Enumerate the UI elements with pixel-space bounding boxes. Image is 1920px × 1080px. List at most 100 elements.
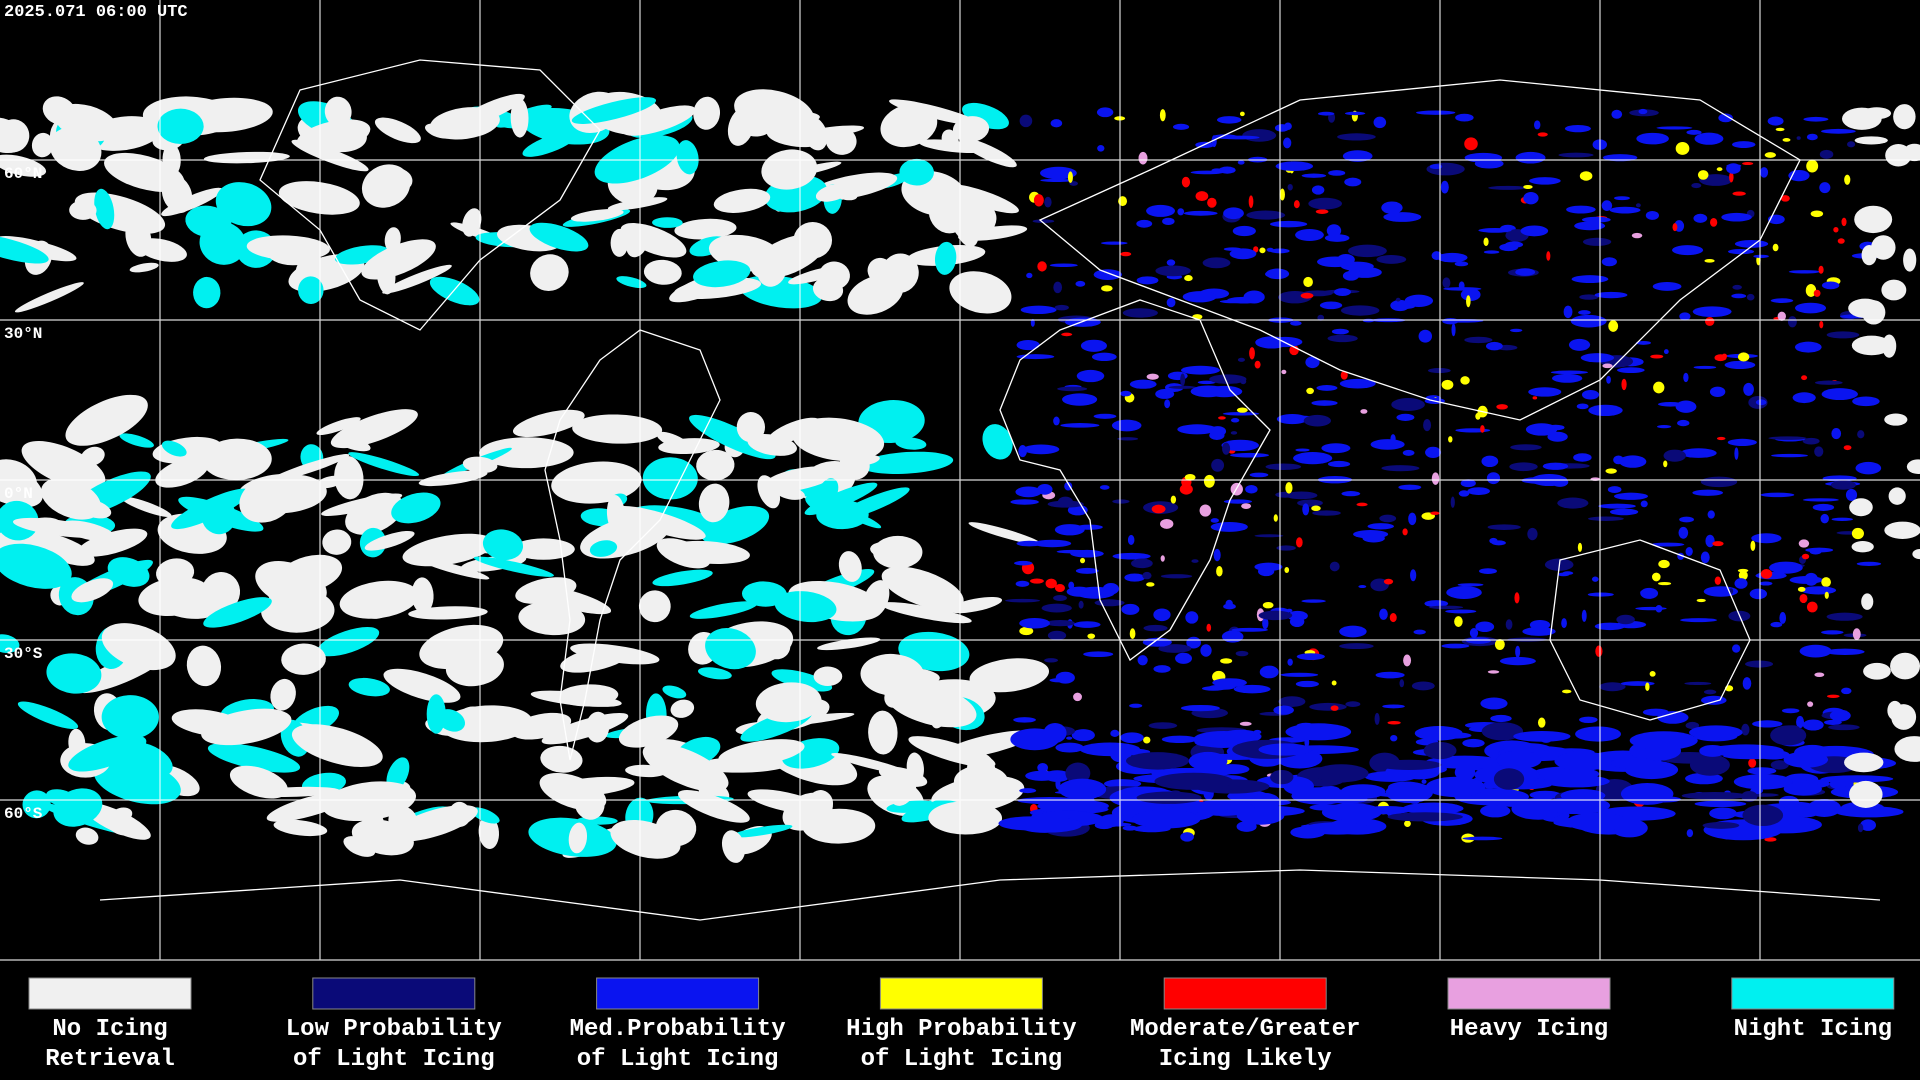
icing-patch bbox=[1330, 705, 1339, 711]
icing-patch bbox=[1680, 618, 1718, 623]
icing-patch bbox=[1629, 731, 1698, 750]
cloud bbox=[408, 606, 488, 620]
cloud bbox=[298, 276, 324, 304]
cloud bbox=[940, 730, 1034, 759]
icing-patch bbox=[1705, 317, 1715, 326]
icing-patch bbox=[1732, 644, 1741, 653]
icing-patch bbox=[1751, 533, 1782, 544]
icing-patch bbox=[1807, 701, 1814, 707]
icing-patch bbox=[1588, 404, 1623, 416]
cloud bbox=[918, 139, 985, 153]
icing-patch bbox=[1546, 251, 1551, 261]
icing-patch bbox=[1797, 586, 1806, 592]
cloud bbox=[731, 824, 793, 838]
cloud bbox=[656, 538, 711, 569]
icing-patch bbox=[1537, 717, 1546, 728]
icing-patch bbox=[1509, 462, 1538, 472]
icing-patch bbox=[1060, 423, 1100, 428]
cloud bbox=[589, 540, 618, 557]
icing-patch bbox=[1857, 823, 1864, 833]
icing-patch bbox=[1759, 581, 1773, 586]
icing-patch bbox=[1096, 107, 1114, 118]
icing-patch bbox=[1129, 628, 1136, 639]
cloud bbox=[895, 437, 927, 450]
icing-patch bbox=[1275, 491, 1296, 498]
icing-patch bbox=[1756, 749, 1790, 760]
cloud bbox=[693, 96, 721, 130]
icing-patch bbox=[1557, 497, 1589, 509]
icing-patch bbox=[1499, 656, 1536, 666]
icing-patch bbox=[1327, 334, 1358, 343]
icing-patch bbox=[1087, 633, 1096, 639]
icing-patch bbox=[1837, 238, 1845, 244]
cloud bbox=[207, 743, 301, 773]
cloud bbox=[71, 578, 114, 603]
icing-patch bbox=[1283, 777, 1314, 795]
icing-patch bbox=[1239, 111, 1245, 117]
icing-patch bbox=[1153, 608, 1171, 622]
icing-patch bbox=[1099, 485, 1110, 490]
icing-patch bbox=[1356, 502, 1368, 507]
icing-patch bbox=[1458, 281, 1465, 290]
icing-patch bbox=[1821, 577, 1831, 588]
icing-patch bbox=[1339, 643, 1374, 650]
icing-patch bbox=[1122, 308, 1158, 318]
icing-patch bbox=[1236, 821, 1257, 832]
cloud bbox=[511, 712, 572, 740]
icing-patch bbox=[1334, 288, 1351, 296]
icing-patch bbox=[1742, 804, 1784, 827]
cloud bbox=[364, 530, 415, 551]
cloud bbox=[203, 597, 272, 628]
icing-patch bbox=[1649, 671, 1656, 677]
cloud bbox=[570, 643, 660, 665]
icing-patch bbox=[1155, 389, 1175, 399]
icing-patch bbox=[1726, 164, 1742, 168]
icing-patch bbox=[1136, 276, 1159, 285]
cloud bbox=[1882, 334, 1897, 358]
icing-patch bbox=[1534, 120, 1541, 130]
icing-patch bbox=[1303, 276, 1313, 288]
icing-patch bbox=[1295, 680, 1319, 688]
icing-patch bbox=[1315, 209, 1329, 214]
icing-patch bbox=[1019, 114, 1033, 128]
icing-patch bbox=[1120, 251, 1132, 257]
icing-patch bbox=[1064, 481, 1073, 491]
icing-patch bbox=[1080, 557, 1086, 564]
icing-patch bbox=[1381, 465, 1420, 472]
icing-patch bbox=[1605, 468, 1617, 474]
cloud bbox=[277, 554, 343, 593]
icing-patch bbox=[1285, 723, 1352, 741]
icing-patch bbox=[1475, 621, 1495, 633]
icing-patch bbox=[1844, 174, 1851, 185]
icing-patch bbox=[1702, 822, 1740, 829]
icing-patch bbox=[1265, 463, 1302, 470]
icing-patch bbox=[1843, 445, 1852, 451]
cloud-layer bbox=[0, 89, 1920, 863]
icing-patch bbox=[1066, 736, 1073, 740]
cloud bbox=[17, 701, 79, 730]
icing-patch bbox=[1056, 549, 1091, 554]
icing-patch bbox=[1445, 609, 1477, 614]
icing-patch bbox=[1515, 645, 1521, 658]
icing-patch bbox=[1075, 567, 1099, 574]
icing-patch bbox=[1607, 486, 1622, 494]
icing-patch bbox=[1454, 261, 1469, 267]
cloud bbox=[361, 239, 436, 280]
icing-patch bbox=[1660, 710, 1665, 722]
icing-patch bbox=[1561, 618, 1567, 629]
icing-patch bbox=[1814, 446, 1824, 457]
icing-patch bbox=[1425, 446, 1442, 459]
cloud bbox=[0, 634, 20, 653]
icing-patch bbox=[1581, 609, 1587, 622]
icing-patch bbox=[1281, 369, 1287, 375]
legend-label: Night Icing bbox=[1734, 1016, 1892, 1043]
icing-patch bbox=[1199, 504, 1212, 517]
cloud bbox=[817, 637, 881, 651]
cloud bbox=[802, 808, 876, 844]
icing-patch bbox=[1303, 822, 1371, 835]
icing-patch bbox=[1269, 220, 1308, 228]
icing-patch bbox=[1209, 374, 1247, 384]
cloud bbox=[436, 709, 466, 732]
legend-label: Low Probability bbox=[286, 1016, 502, 1043]
icing-patch bbox=[1620, 681, 1655, 686]
